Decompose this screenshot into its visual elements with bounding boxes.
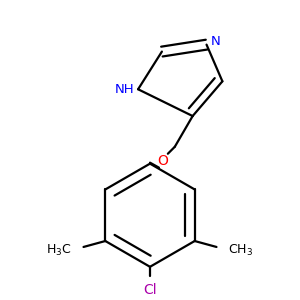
Text: N: N [211,35,220,48]
Text: O: O [158,154,168,168]
Text: NH: NH [115,83,134,96]
Text: CH$_3$: CH$_3$ [228,243,254,259]
Text: H$_3$C: H$_3$C [46,243,72,259]
Text: Cl: Cl [143,283,157,297]
